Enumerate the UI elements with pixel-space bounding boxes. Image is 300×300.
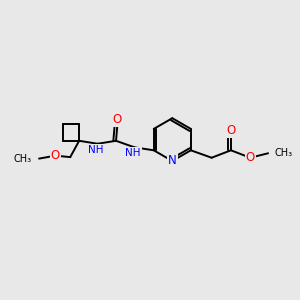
Text: NH: NH xyxy=(88,145,104,155)
Text: O: O xyxy=(246,151,255,164)
Text: CH₃: CH₃ xyxy=(14,154,32,164)
Text: O: O xyxy=(226,124,236,136)
Text: N: N xyxy=(168,154,177,167)
Text: O: O xyxy=(113,113,122,126)
Text: NH: NH xyxy=(125,148,141,158)
Text: CH₃: CH₃ xyxy=(274,148,293,158)
Text: O: O xyxy=(51,149,60,162)
